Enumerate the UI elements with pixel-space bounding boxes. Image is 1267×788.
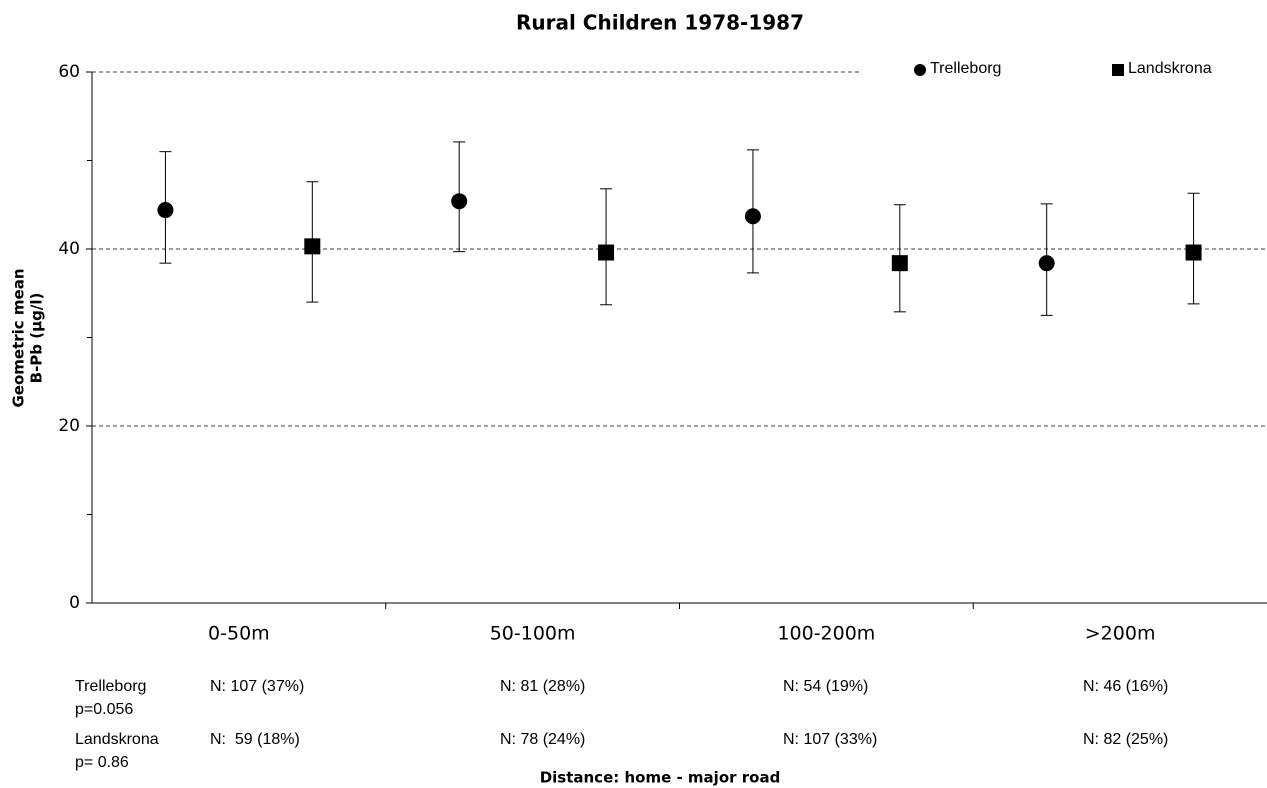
legend-label: Trelleborg [930,60,1001,77]
point [451,193,468,210]
y-tick-label: 20 [58,416,80,436]
table-sample-size: N: 59 (18%) [210,731,300,748]
legend-label: Landskrona [1128,60,1212,77]
table-row-label: Landskrona [75,731,159,748]
point [1038,255,1055,272]
y-tick-label: 0 [69,593,80,613]
point [157,202,174,219]
table-row-label: Trelleborg [75,678,146,695]
table-sample-size: N: 46 (16%) [1083,678,1168,695]
table-sample-size: N: 107 (33%) [783,731,877,748]
y-axis-label-line: B-Pb (µg/l) [28,293,46,384]
table-p-value: p=0.056 [75,701,133,718]
table-p-value: p= 0.86 [75,754,129,771]
table-sample-size: N: 107 (37%) [210,678,304,695]
legend-marker [914,64,926,76]
x-axis-label: Distance: home - major road [540,769,781,787]
table-sample-size: N: 78 (24%) [500,731,585,748]
point [1185,244,1202,261]
x-tick-label: 0-50m [208,623,270,645]
y-tick-label: 60 [58,62,80,82]
table-sample-size: N: 82 (25%) [1083,731,1168,748]
chart-title: Rural Children 1978-1987 [516,11,804,35]
point [744,208,761,225]
x-tick-label: 100-200m [777,623,875,645]
y-tick-label: 40 [58,239,80,259]
table-sample-size: N: 81 (28%) [500,678,585,695]
y-axis-label: Geometric mean B-Pb (µg/l) [10,268,46,407]
legend-background [862,58,1267,84]
table-sample-size: N: 54 (19%) [783,678,868,695]
legend-marker [1112,64,1124,76]
point [598,244,615,261]
point [304,238,321,255]
x-tick-label: 50-100m [490,623,576,645]
x-tick-label: >200m [1085,623,1156,645]
point [891,255,908,272]
y-axis-label-line: Geometric mean [10,268,28,407]
